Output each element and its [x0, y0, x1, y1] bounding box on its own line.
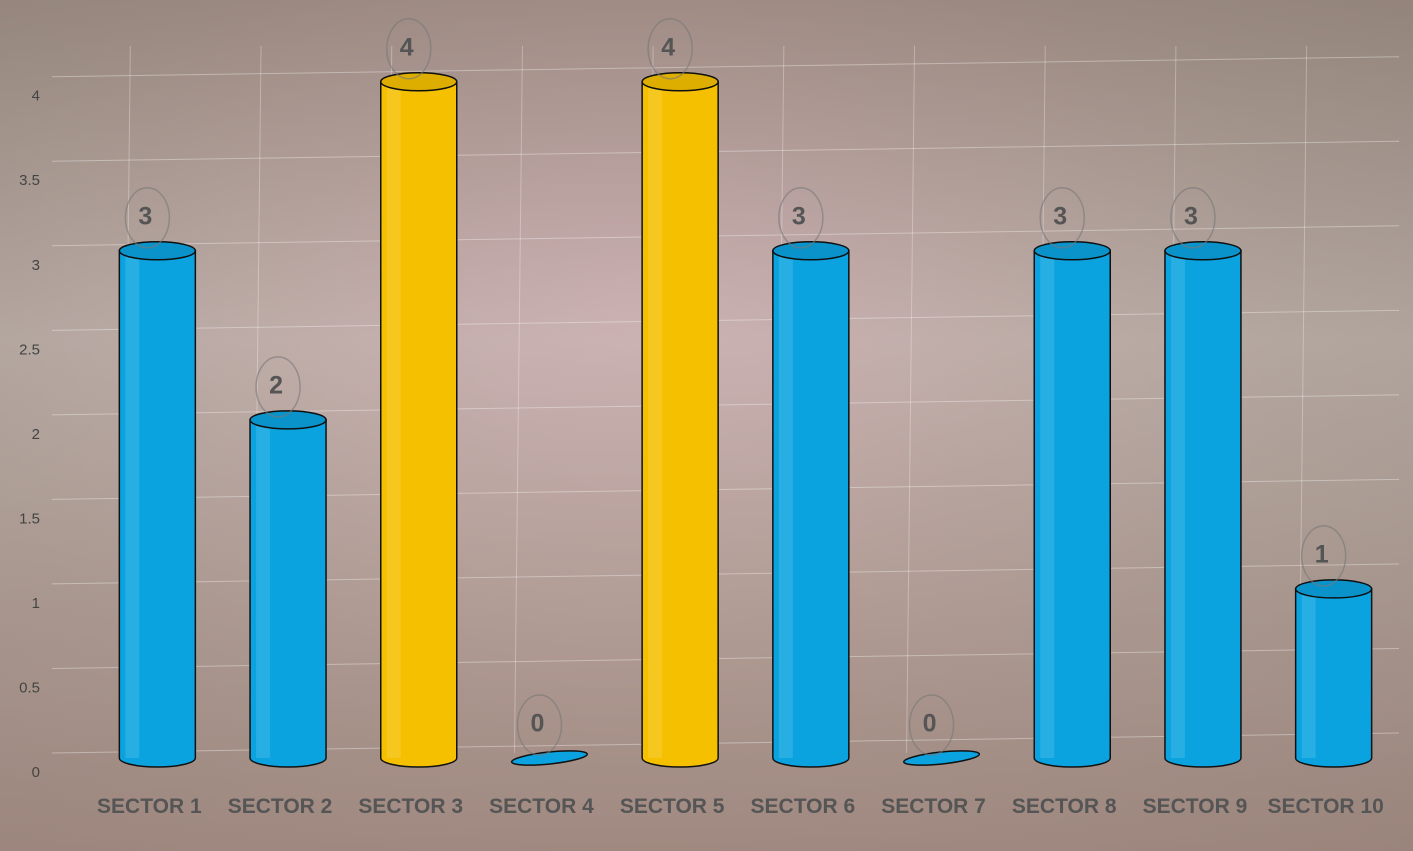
- x-tick-label: SECTOR 9: [1135, 796, 1255, 818]
- x-tick-label: SECTOR 7: [874, 796, 994, 818]
- x-tick-label: SECTOR 3: [351, 796, 471, 818]
- grid-line: [52, 57, 1399, 77]
- grid-line-v: [907, 46, 915, 753]
- x-tick-label: SECTOR 8: [1004, 796, 1124, 818]
- chart: 0 0.5 1 1.5 2 2.5 3 3.5 4 3 2 4 0 4 3 0 3 3 1: [0, 0, 1413, 851]
- y-tick-label: 0: [32, 764, 40, 781]
- y-tick-label: 4: [32, 88, 40, 105]
- data-label: 3: [138, 202, 152, 230]
- y-tick-label: 2: [32, 426, 40, 443]
- data-label: 3: [792, 202, 806, 230]
- data-label: 4: [400, 33, 414, 61]
- data-label: 3: [1053, 202, 1067, 230]
- data-label: 0: [530, 710, 544, 738]
- y-tick-label: 2.5: [19, 341, 40, 358]
- grid-line-v: [514, 46, 522, 753]
- data-label: 0: [923, 710, 937, 738]
- y-tick-label: 3.5: [19, 172, 40, 189]
- y-tick-label: 0.5: [19, 679, 40, 696]
- grid-line: [52, 141, 1399, 161]
- x-tick-label: SECTOR 4: [481, 796, 601, 818]
- y-tick-label: 1: [32, 595, 40, 612]
- data-label: 2: [269, 371, 283, 399]
- y-tick-label: 3: [32, 257, 40, 274]
- page: 00.511.522.533.543240430331 (() => { con…: [0, 0, 1413, 851]
- x-tick-label: SECTOR 5: [612, 796, 732, 818]
- data-label: 1: [1315, 541, 1329, 569]
- x-tick-label: SECTOR 6: [743, 796, 863, 818]
- x-tick-label: SECTOR 1: [89, 796, 209, 818]
- data-label: 3: [1184, 202, 1198, 230]
- x-tick-label: SECTOR 2: [220, 796, 340, 818]
- data-label: 4: [661, 33, 675, 61]
- y-tick-label: 1.5: [19, 510, 40, 527]
- x-tick-label: SECTOR 10: [1266, 796, 1386, 818]
